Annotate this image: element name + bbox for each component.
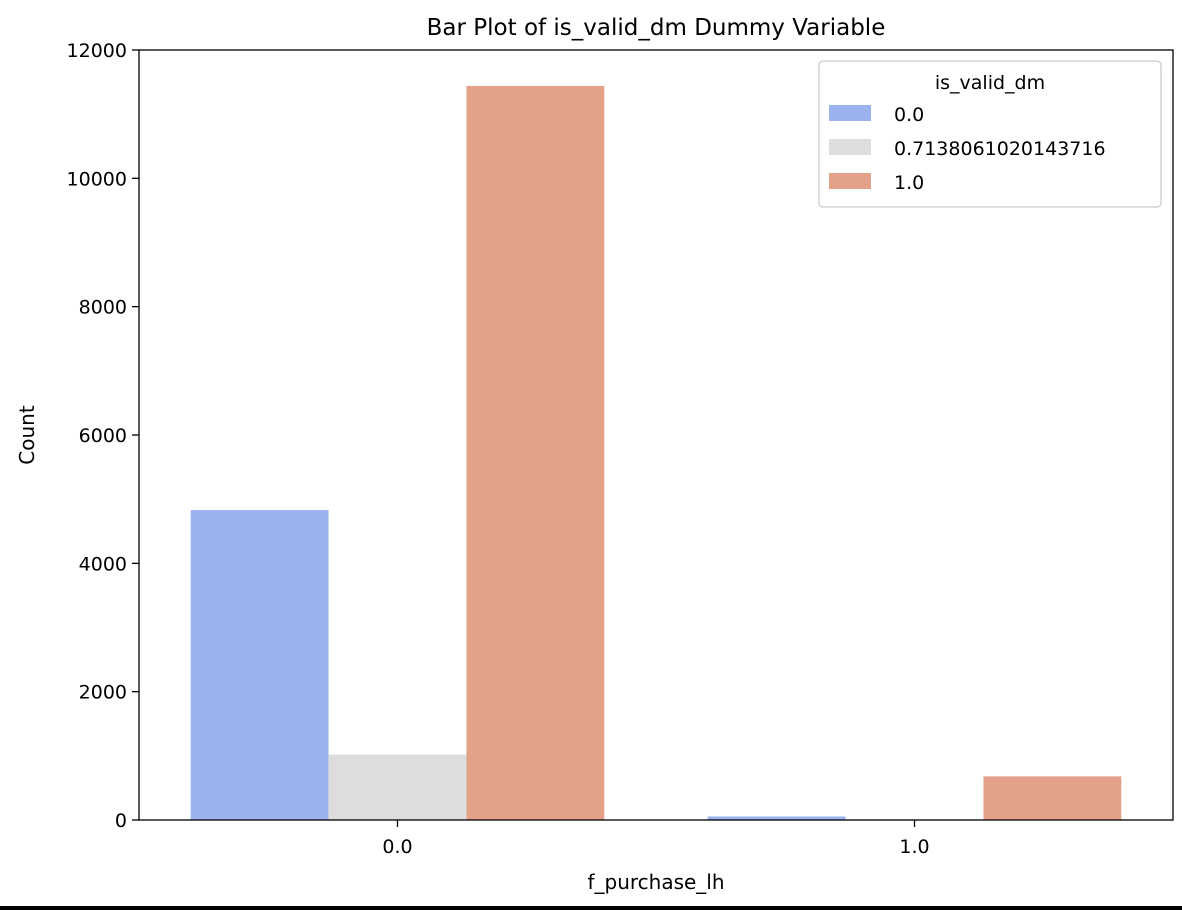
bar-0-2: [466, 85, 605, 820]
y-axis: 0 2000 4000 6000 8000 10000 12000: [67, 40, 139, 832]
bar-1-0: [707, 816, 846, 820]
legend-swatch: [829, 173, 871, 189]
x-axis-label: f_purchase_lh: [587, 870, 724, 894]
y-axis-label: Count: [15, 405, 39, 465]
legend-swatch: [829, 139, 871, 155]
y-tick-label: 10000: [67, 168, 127, 190]
legend-label: 0.0: [894, 104, 924, 126]
y-tick-label: 0: [115, 810, 127, 832]
plot-frame: [138, 49, 1174, 821]
bar-1-2: [983, 776, 1122, 820]
legend: is_valid_dm 0.0 0.7138061020143716 1.0: [818, 60, 1162, 208]
bottom-border: [0, 906, 1182, 910]
legend-label: 0.7138061020143716: [894, 138, 1106, 160]
legend-entries: 0.0 0.7138061020143716 1.0: [829, 104, 1106, 194]
x-tick-label: 1.0: [899, 836, 929, 858]
legend-label: 1.0: [894, 172, 924, 194]
y-tick-label: 8000: [79, 297, 127, 319]
x-tick-label: 0.0: [382, 836, 412, 858]
y-tick-label: 4000: [79, 553, 127, 575]
legend-swatch: [829, 105, 871, 121]
bar-0-0: [190, 510, 329, 820]
y-tick-label: 12000: [67, 40, 127, 62]
x-axis: 0.0 1.0: [382, 820, 930, 858]
legend-title: is_valid_dm: [935, 72, 1045, 94]
chart-title: Bar Plot of is_valid_dm Dummy Variable: [427, 15, 886, 41]
bar-0-1: [328, 754, 467, 820]
legend-frame: [818, 60, 1162, 208]
y-tick-label: 2000: [79, 682, 127, 704]
y-tick-label: 6000: [79, 425, 127, 447]
